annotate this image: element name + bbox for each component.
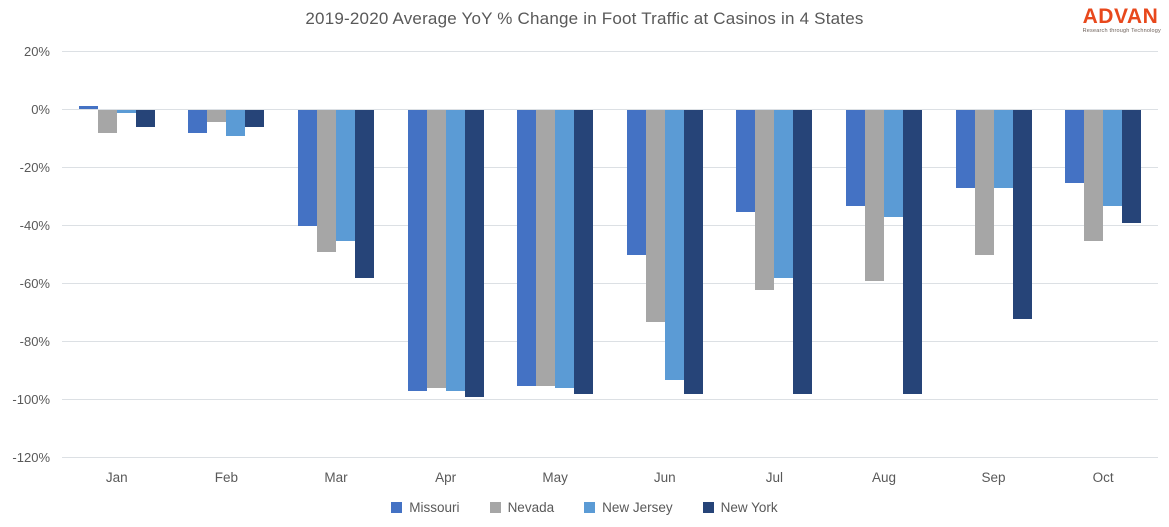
bar-new-jersey-mar [336,110,355,241]
legend-item-nevada: Nevada [489,500,555,515]
y-tick-label: -80% [19,334,50,349]
gridline [62,283,1158,284]
x-tick-label: Feb [214,470,239,485]
y-tick-label: -20% [19,160,50,175]
bar-new-jersey-apr [445,110,465,392]
bar-missouri-oct [1065,110,1085,183]
bar-nevada-sep [974,110,994,255]
bar-nevada-jul [755,110,775,290]
bar-new-york-sep [1012,110,1032,319]
x-tick-label: Aug [871,470,896,485]
legend-swatch-icon [489,502,501,513]
gridline [62,109,1158,110]
advan-logo: ADVAN Research through Technology [1083,6,1161,35]
legend-label: Missouri [409,500,460,515]
bar-new-york-apr [464,110,484,398]
bar-missouri-jul [736,110,756,212]
bar-new-york-feb [245,110,265,128]
bar-nevada-jun [645,110,665,322]
gridline [62,51,1158,52]
legend-label: New York [720,500,778,515]
chart-title: 2019-2020 Average YoY % Change in Foot T… [305,9,864,28]
bar-missouri-may [517,110,537,386]
x-tick-label: Apr [435,470,457,485]
bar-new-york-jan [135,110,155,128]
legend-item-new-jersey: New Jersey [584,500,673,515]
legend-item-new-york: New York [702,500,778,515]
gridline [62,341,1158,342]
y-tick-label: -40% [19,218,50,233]
bar-new-york-jun [683,110,703,395]
bar-missouri-sep [955,110,975,189]
x-tick-label: Oct [1092,470,1114,485]
bar-nevada-oct [1084,110,1104,241]
bar-nevada-feb [207,110,227,122]
legend-label: Nevada [507,500,555,515]
legend-item-missouri: Missouri [391,500,460,515]
bar-nevada-mar [317,110,336,253]
bar-missouri-jan [78,106,98,109]
x-axis: Jan Feb Mar Apr May Jun Jul Aug Sep Oct [62,470,1158,485]
bar-new-jersey-jan [116,110,136,113]
y-tick-label: -100% [12,392,50,407]
y-tick-label: -120% [12,450,50,465]
bar-new-jersey-feb [226,110,246,137]
x-tick-label: Jul [765,470,783,485]
bar-new-jersey-oct [1103,110,1123,206]
bar-missouri-feb [188,110,208,134]
y-tick-label: 0% [31,102,50,117]
bar-new-york-jul [793,110,813,395]
x-tick-label: Sep [981,470,1006,485]
x-tick-label: May [542,470,568,485]
bar-new-york-aug [903,110,922,395]
advan-logo-text: ADVAN [1082,5,1159,28]
bar-new-york-oct [1122,110,1142,224]
bar-new-york-may [574,110,594,395]
y-tick-label: -60% [19,276,50,291]
bar-new-jersey-may [555,110,575,389]
gridline [62,167,1158,168]
legend-swatch-icon [391,502,403,513]
bar-missouri-jun [626,110,646,255]
bar-nevada-apr [426,110,446,389]
bar-new-york-mar [355,110,374,279]
x-tick-label: Jan [105,470,128,485]
gridline [62,457,1158,458]
advan-logo-tagline: Research through Technology [1082,28,1161,34]
bar-missouri-aug [846,110,865,206]
bar-nevada-jan [97,110,117,134]
plot-area [62,51,1158,458]
legend-label: New Jersey [602,500,673,515]
legend-swatch-icon [702,502,714,513]
legend-swatch-icon [584,502,596,513]
bar-missouri-mar [298,110,317,226]
gridline [62,399,1158,400]
y-tick-label: 20% [23,44,50,59]
bar-new-jersey-sep [993,110,1013,189]
x-tick-label: Jun [653,470,676,485]
bar-new-jersey-aug [884,110,903,218]
gridline [62,225,1158,226]
bar-nevada-may [536,110,556,386]
bar-nevada-aug [865,110,884,282]
bar-new-jersey-jul [774,110,794,279]
bar-missouri-apr [407,110,427,392]
legend: Missouri Nevada New Jersey New York [0,500,1169,515]
bar-new-jersey-jun [664,110,684,380]
x-tick-label: Mar [324,470,348,485]
